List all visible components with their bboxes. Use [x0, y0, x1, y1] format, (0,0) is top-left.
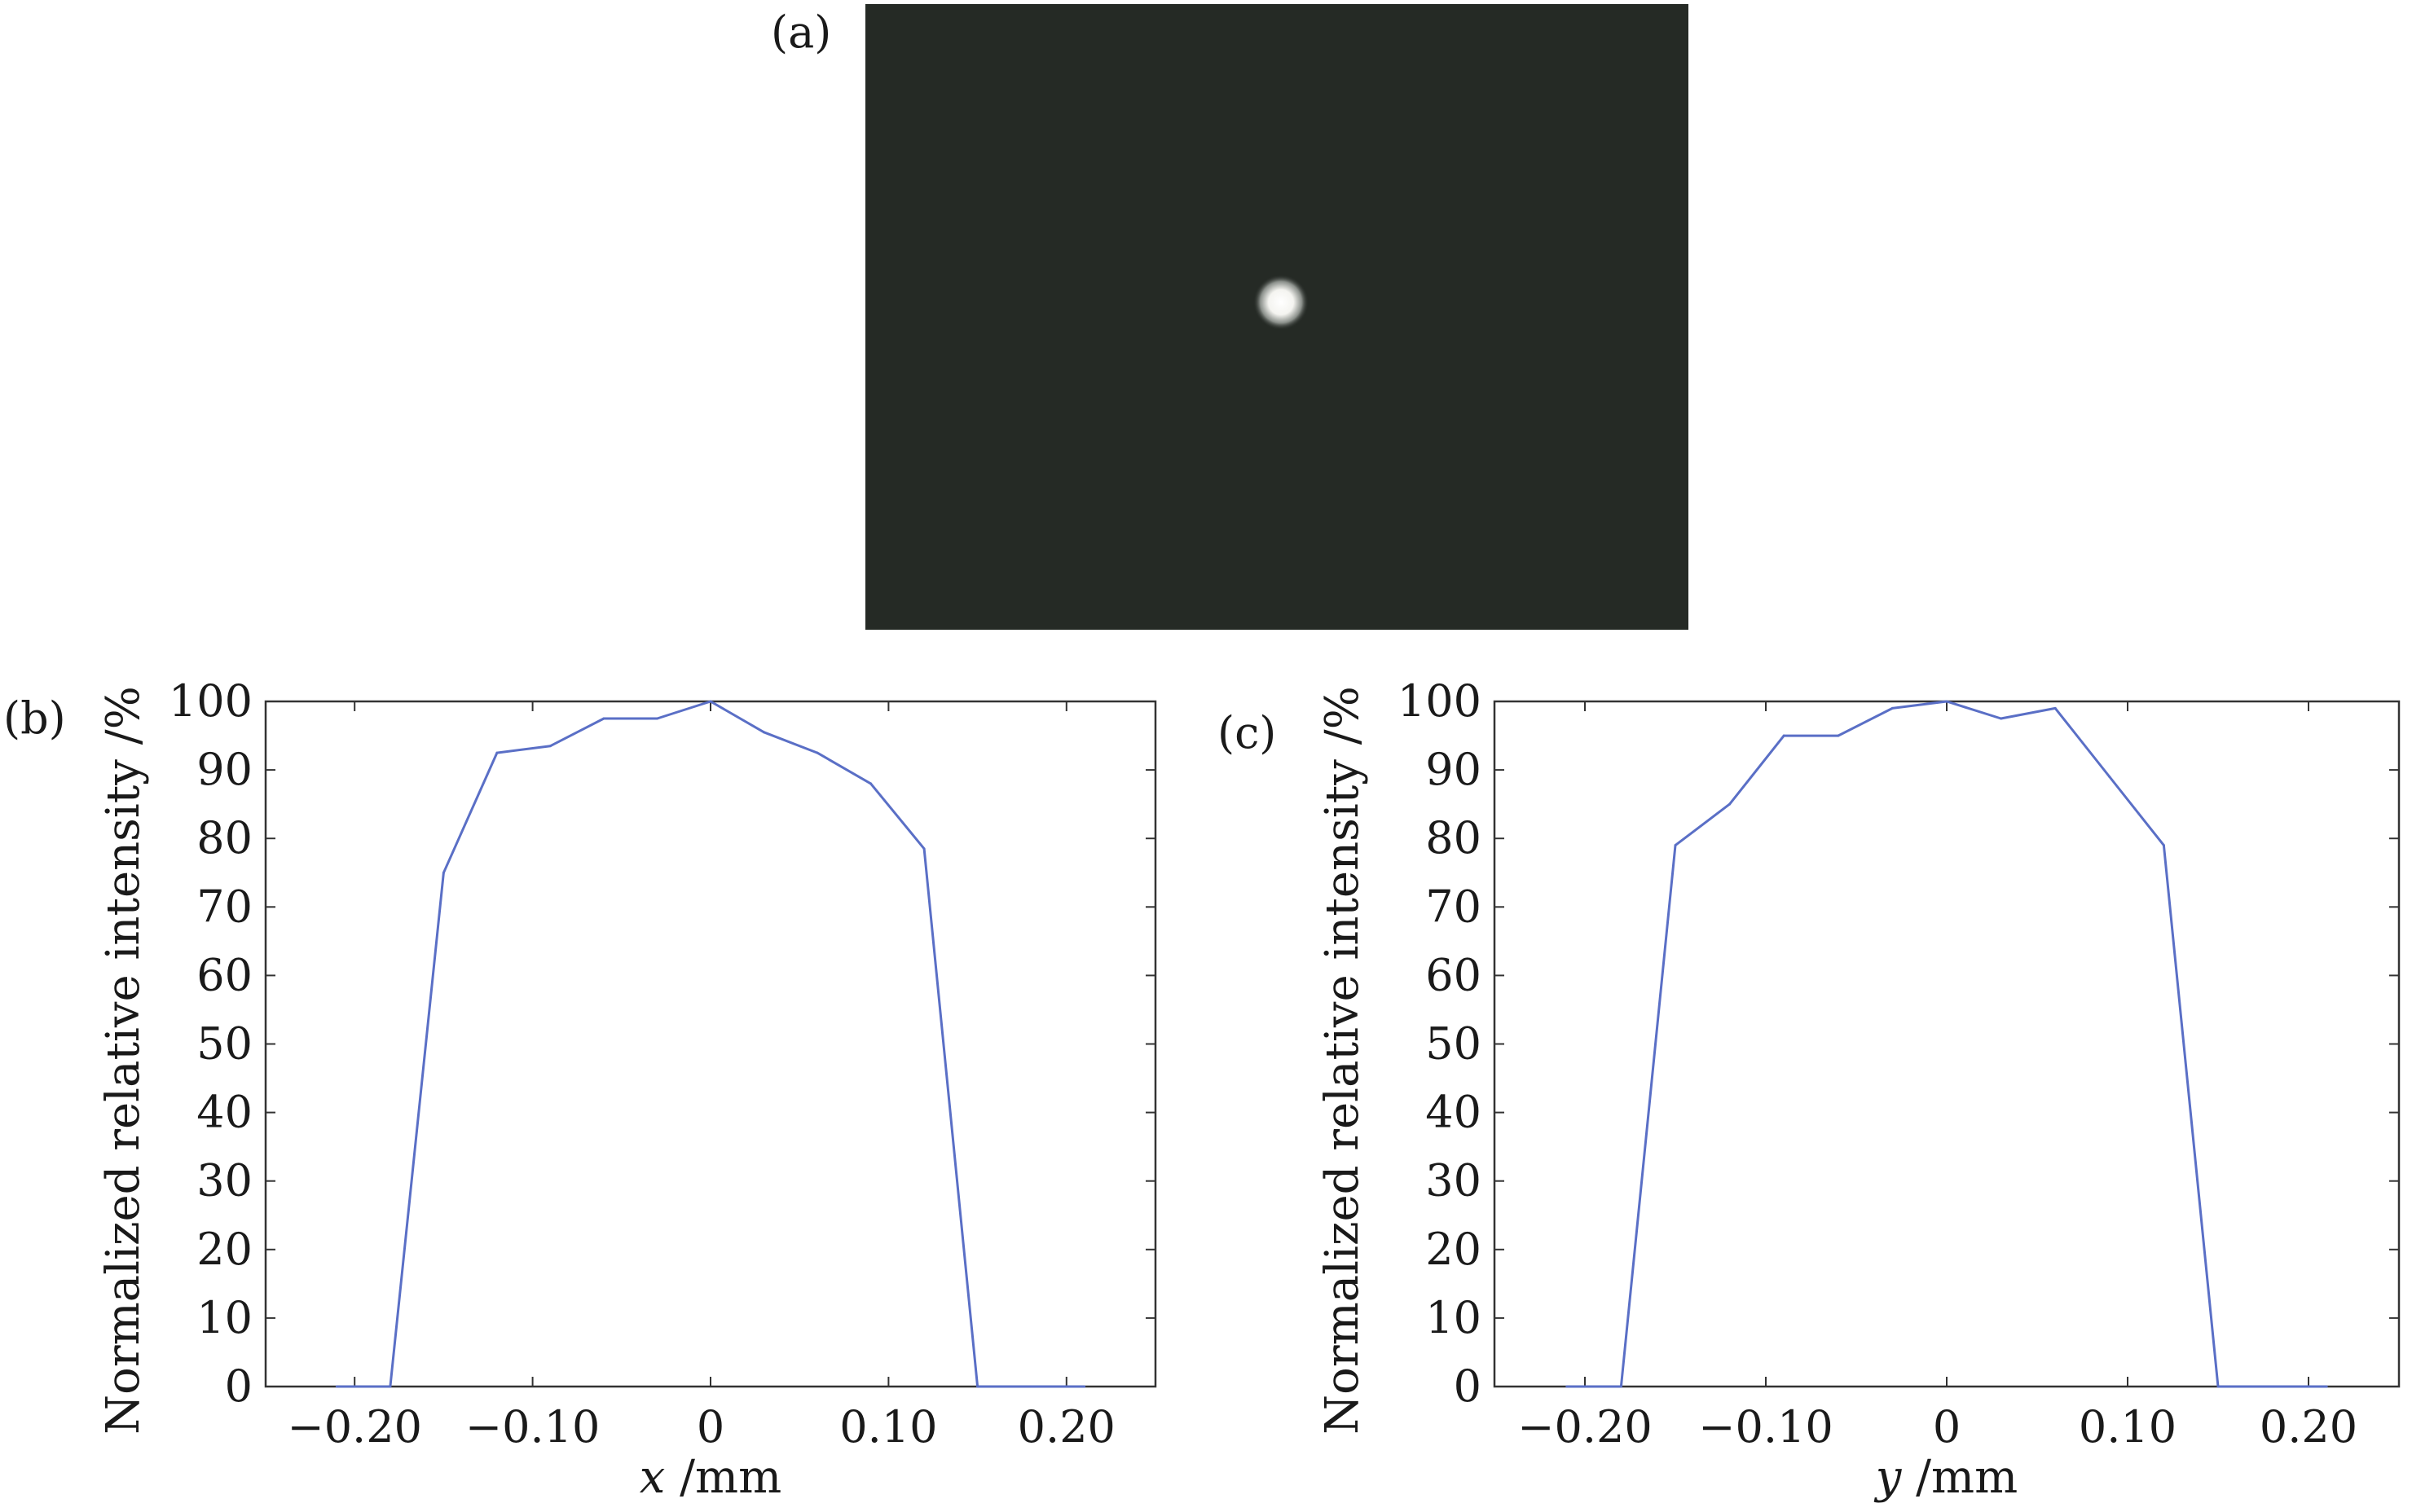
y-tick-label-b: 30: [196, 1155, 253, 1207]
series-line-b: [337, 700, 1085, 1388]
x-tick-label-c: 0.10: [2079, 1401, 2177, 1453]
data-point-c: [1674, 844, 1677, 847]
x-tick-label-b: −0.20: [287, 1401, 421, 1453]
y-tick-label-c: 40: [1425, 1087, 1481, 1138]
y-tick-label-b: 10: [196, 1292, 253, 1343]
y-tick-label-c: 20: [1425, 1224, 1481, 1275]
data-point-b: [389, 1385, 392, 1388]
x-axis-unit-c: /mm: [1901, 1451, 2018, 1504]
data-point-c: [1619, 1385, 1622, 1388]
data-point-b: [869, 782, 873, 785]
data-point-b: [548, 745, 552, 748]
data-point-c: [1728, 802, 1732, 806]
y-tick-label-b: 0: [225, 1360, 253, 1412]
data-point-b: [442, 871, 445, 874]
y-tick-label-b: 80: [196, 812, 253, 864]
data-point-c: [1782, 734, 1785, 737]
data-point-c: [1890, 706, 1894, 710]
y-tick-label-c: 100: [1397, 675, 1481, 727]
y-tick-label-c: 10: [1425, 1292, 1481, 1343]
y-axis-title-b: Normalized relative intensity /%: [97, 686, 150, 1435]
x-axis-unit-b: /mm: [665, 1451, 781, 1504]
y-tick-label-b: 60: [196, 949, 253, 1000]
data-point-b: [763, 731, 766, 734]
y-tick-label-c: 80: [1425, 812, 1481, 864]
chart-c-y-profile: 0 10 20 30 40 50 60 70 80 90 100 −0.20 −0.10 0 0.10 0.2…: [1217, 675, 2401, 1504]
data-point-c: [2053, 706, 2057, 710]
y-tick-label-b: 70: [196, 881, 253, 932]
data-point-c: [1837, 734, 1840, 737]
y-axis-title-c: Normalized relative intensity /%: [1316, 686, 1369, 1435]
data-point-c: [2271, 1385, 2274, 1388]
data-point-c: [2000, 717, 2003, 720]
y-tick-label-b: 20: [196, 1224, 253, 1275]
x-tick-label-c: 0.20: [2260, 1401, 2357, 1453]
x-axis-title-c: y /mm: [1873, 1451, 2018, 1504]
data-point-c: [2325, 1385, 2328, 1388]
y-tick-label-b: 40: [196, 1087, 253, 1138]
panel-a-label: (a): [771, 7, 831, 58]
data-point-b: [922, 847, 926, 850]
x-axis-title-b: x /mm: [640, 1451, 781, 1504]
data-point-b: [602, 717, 605, 720]
panel-b-label: (b): [3, 692, 66, 744]
data-point-b: [976, 1385, 979, 1388]
data-point-b: [1083, 1385, 1086, 1388]
y-tick-label-c: 0: [1454, 1360, 1481, 1412]
data-point-c: [1945, 700, 1948, 703]
data-point-c: [2108, 776, 2111, 779]
x-axis-variable-b: x: [640, 1451, 666, 1504]
chart-b-x-profile: 0 10 20 30 40 50 60 70 80 90 100 −0.20 −0.10 0 0.10 0.2…: [3, 675, 1157, 1504]
y-tick-label-c: 50: [1425, 1018, 1481, 1070]
data-point-b: [495, 751, 499, 754]
x-tick-label-c: −0.20: [1517, 1401, 1652, 1453]
y-tick-label-c: 70: [1425, 881, 1481, 932]
data-point-c: [2216, 1385, 2220, 1388]
x-axis-variable-c: y: [1873, 1451, 1903, 1504]
data-point-c: [2162, 844, 2165, 847]
y-tick-label-b: 50: [196, 1018, 253, 1070]
data-point-b: [655, 717, 658, 720]
x-tick-label-c: −0.10: [1698, 1401, 1833, 1453]
y-tick-label-c: 30: [1425, 1155, 1481, 1207]
series-line-c: [1566, 700, 2327, 1388]
y-tick-label-b: 100: [169, 675, 253, 727]
plot-frame-c: [1493, 700, 2401, 1388]
data-point-b: [335, 1385, 338, 1388]
data-point-b: [816, 751, 819, 754]
x-tick-label-b: 0.20: [1018, 1401, 1116, 1453]
data-point-b: [1029, 1385, 1032, 1388]
y-tick-label-b: 90: [196, 744, 253, 795]
data-point-b: [709, 700, 712, 703]
plot-frame-b: [264, 700, 1157, 1388]
y-tick-label-c: 90: [1425, 744, 1481, 795]
x-tick-label-b: −0.10: [465, 1401, 600, 1453]
x-tick-label-b: 0: [697, 1401, 724, 1453]
x-tick-label-c: 0: [1933, 1401, 1961, 1453]
panel-c-label: (c): [1217, 707, 1276, 758]
data-point-c: [1565, 1385, 1569, 1388]
y-tick-label-c: 60: [1425, 949, 1481, 1000]
beam-spot: [1253, 275, 1309, 330]
x-tick-label-b: 0.10: [839, 1401, 937, 1453]
